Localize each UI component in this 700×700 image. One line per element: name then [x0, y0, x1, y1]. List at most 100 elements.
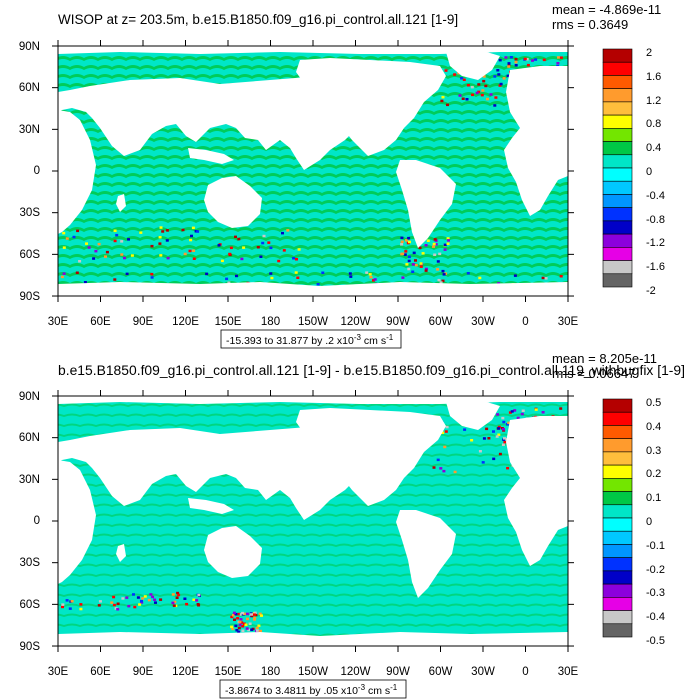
extreme-cell — [470, 439, 474, 442]
extreme-cell — [241, 629, 245, 632]
colorbar-swatch — [602, 260, 633, 275]
extreme-cell — [237, 630, 241, 634]
y-tick-label: 60N — [19, 82, 40, 94]
extreme-cell — [127, 238, 130, 241]
colorbar-swatch — [602, 597, 633, 611]
colorbar-label: 2 — [646, 47, 652, 59]
extreme-cell — [171, 601, 175, 605]
extreme-cell — [418, 246, 422, 249]
extreme-cell — [127, 604, 131, 608]
extreme-cell — [150, 272, 154, 276]
extreme-cell — [153, 598, 157, 601]
extreme-cell — [234, 624, 238, 628]
extreme-cell — [433, 253, 437, 256]
colorbar-swatch — [602, 570, 633, 585]
colorbar-swatch — [602, 517, 633, 532]
landmass — [188, 498, 234, 514]
extreme-cell — [177, 593, 181, 597]
x-tick-label: 120W — [340, 666, 370, 678]
y-tick-label: 90N — [19, 391, 40, 403]
extreme-cell — [139, 231, 143, 234]
extreme-cell — [453, 73, 457, 76]
y-tick-label: 30S — [20, 207, 41, 219]
extreme-cell — [510, 410, 514, 413]
colorbar-label: 0 — [646, 166, 652, 178]
y-tick-label: 60S — [20, 249, 41, 261]
colorbar-label: -2 — [646, 285, 656, 297]
extreme-cell — [70, 600, 74, 603]
extreme-cell — [440, 99, 444, 103]
extreme-cell — [296, 276, 300, 279]
panel-1: WISOP at z= 203.5m, b.e15.B1850.f09_g16.… — [19, 2, 665, 349]
extreme-cell — [97, 604, 101, 607]
extreme-cell — [245, 612, 249, 616]
extreme-cell — [151, 595, 155, 599]
x-tick-label: 60E — [90, 316, 111, 328]
extreme-cell — [407, 267, 411, 271]
colorbar-label: 1.2 — [646, 95, 661, 107]
colorbar-swatch — [602, 61, 633, 76]
colorbar-label: -0.1 — [646, 540, 665, 552]
extreme-cell — [259, 255, 263, 258]
extreme-cell — [294, 271, 298, 274]
x-tick-label: 30E — [558, 666, 579, 678]
colorbar-swatch — [602, 491, 633, 506]
extreme-cell — [104, 255, 107, 258]
panel-1-extreme-cells — [60, 56, 564, 288]
extreme-cell — [372, 279, 375, 282]
extreme-cell — [487, 437, 491, 440]
y-tick-label: 30N — [19, 124, 40, 136]
landmass — [262, 456, 274, 472]
extreme-cell — [466, 84, 470, 87]
extreme-cell — [235, 629, 239, 632]
extreme-cell — [424, 269, 428, 272]
extreme-cell — [419, 262, 423, 265]
extreme-cell — [240, 621, 244, 624]
extreme-cell — [297, 248, 301, 251]
panel-2-map — [57, 395, 569, 647]
extreme-cell — [286, 229, 290, 232]
extreme-cell — [441, 279, 445, 283]
extreme-cell — [75, 271, 79, 274]
x-tick-label: 30W — [471, 666, 495, 678]
extreme-cell — [477, 83, 481, 86]
landmass — [504, 416, 568, 566]
colorbar-label: -0.3 — [646, 587, 665, 599]
extreme-cell — [514, 60, 518, 64]
extreme-cell — [411, 270, 415, 273]
extreme-cell — [496, 413, 500, 416]
colorbar-label: -1.6 — [646, 261, 665, 273]
y-tick-label: 60N — [19, 432, 40, 444]
colorbar-swatch — [602, 451, 633, 466]
extreme-cell — [432, 466, 436, 469]
extreme-cell — [400, 240, 404, 243]
extreme-cell — [400, 243, 404, 246]
colorbar-swatch — [602, 48, 633, 63]
extreme-cell — [507, 63, 511, 67]
extreme-cell — [232, 611, 236, 615]
extreme-cell — [501, 443, 505, 446]
panel-1-colorbar: 2 1.6 1.2 0.8 0.4 0 -0.4 -0.8 -1.2 -1.6 … — [602, 47, 665, 297]
landmass — [58, 110, 96, 234]
extreme-cell — [497, 73, 501, 76]
colorbar-swatch — [602, 610, 633, 625]
x-tick-label: 120E — [172, 316, 199, 328]
extreme-cell — [62, 231, 66, 235]
extreme-cell — [493, 104, 497, 107]
colorbar-label: -0.4 — [646, 190, 665, 202]
extreme-cell — [234, 235, 237, 239]
extreme-cell — [478, 450, 482, 453]
extreme-cell — [507, 62, 511, 65]
extreme-cell — [405, 263, 409, 266]
extreme-cell — [441, 431, 445, 434]
y-tick-label: 90S — [20, 641, 41, 653]
x-tick-label: 30E — [558, 316, 579, 328]
extreme-cell — [421, 252, 425, 255]
extreme-cell — [439, 467, 443, 470]
panel-1-x-axis: 30E 60E 90E 120E 150E 180 150W 120W 90W … — [48, 316, 579, 328]
extreme-cell — [497, 427, 501, 430]
extreme-cell — [256, 246, 260, 249]
extreme-cell — [434, 243, 438, 246]
extreme-cell — [133, 605, 137, 609]
extreme-cell — [253, 611, 257, 615]
